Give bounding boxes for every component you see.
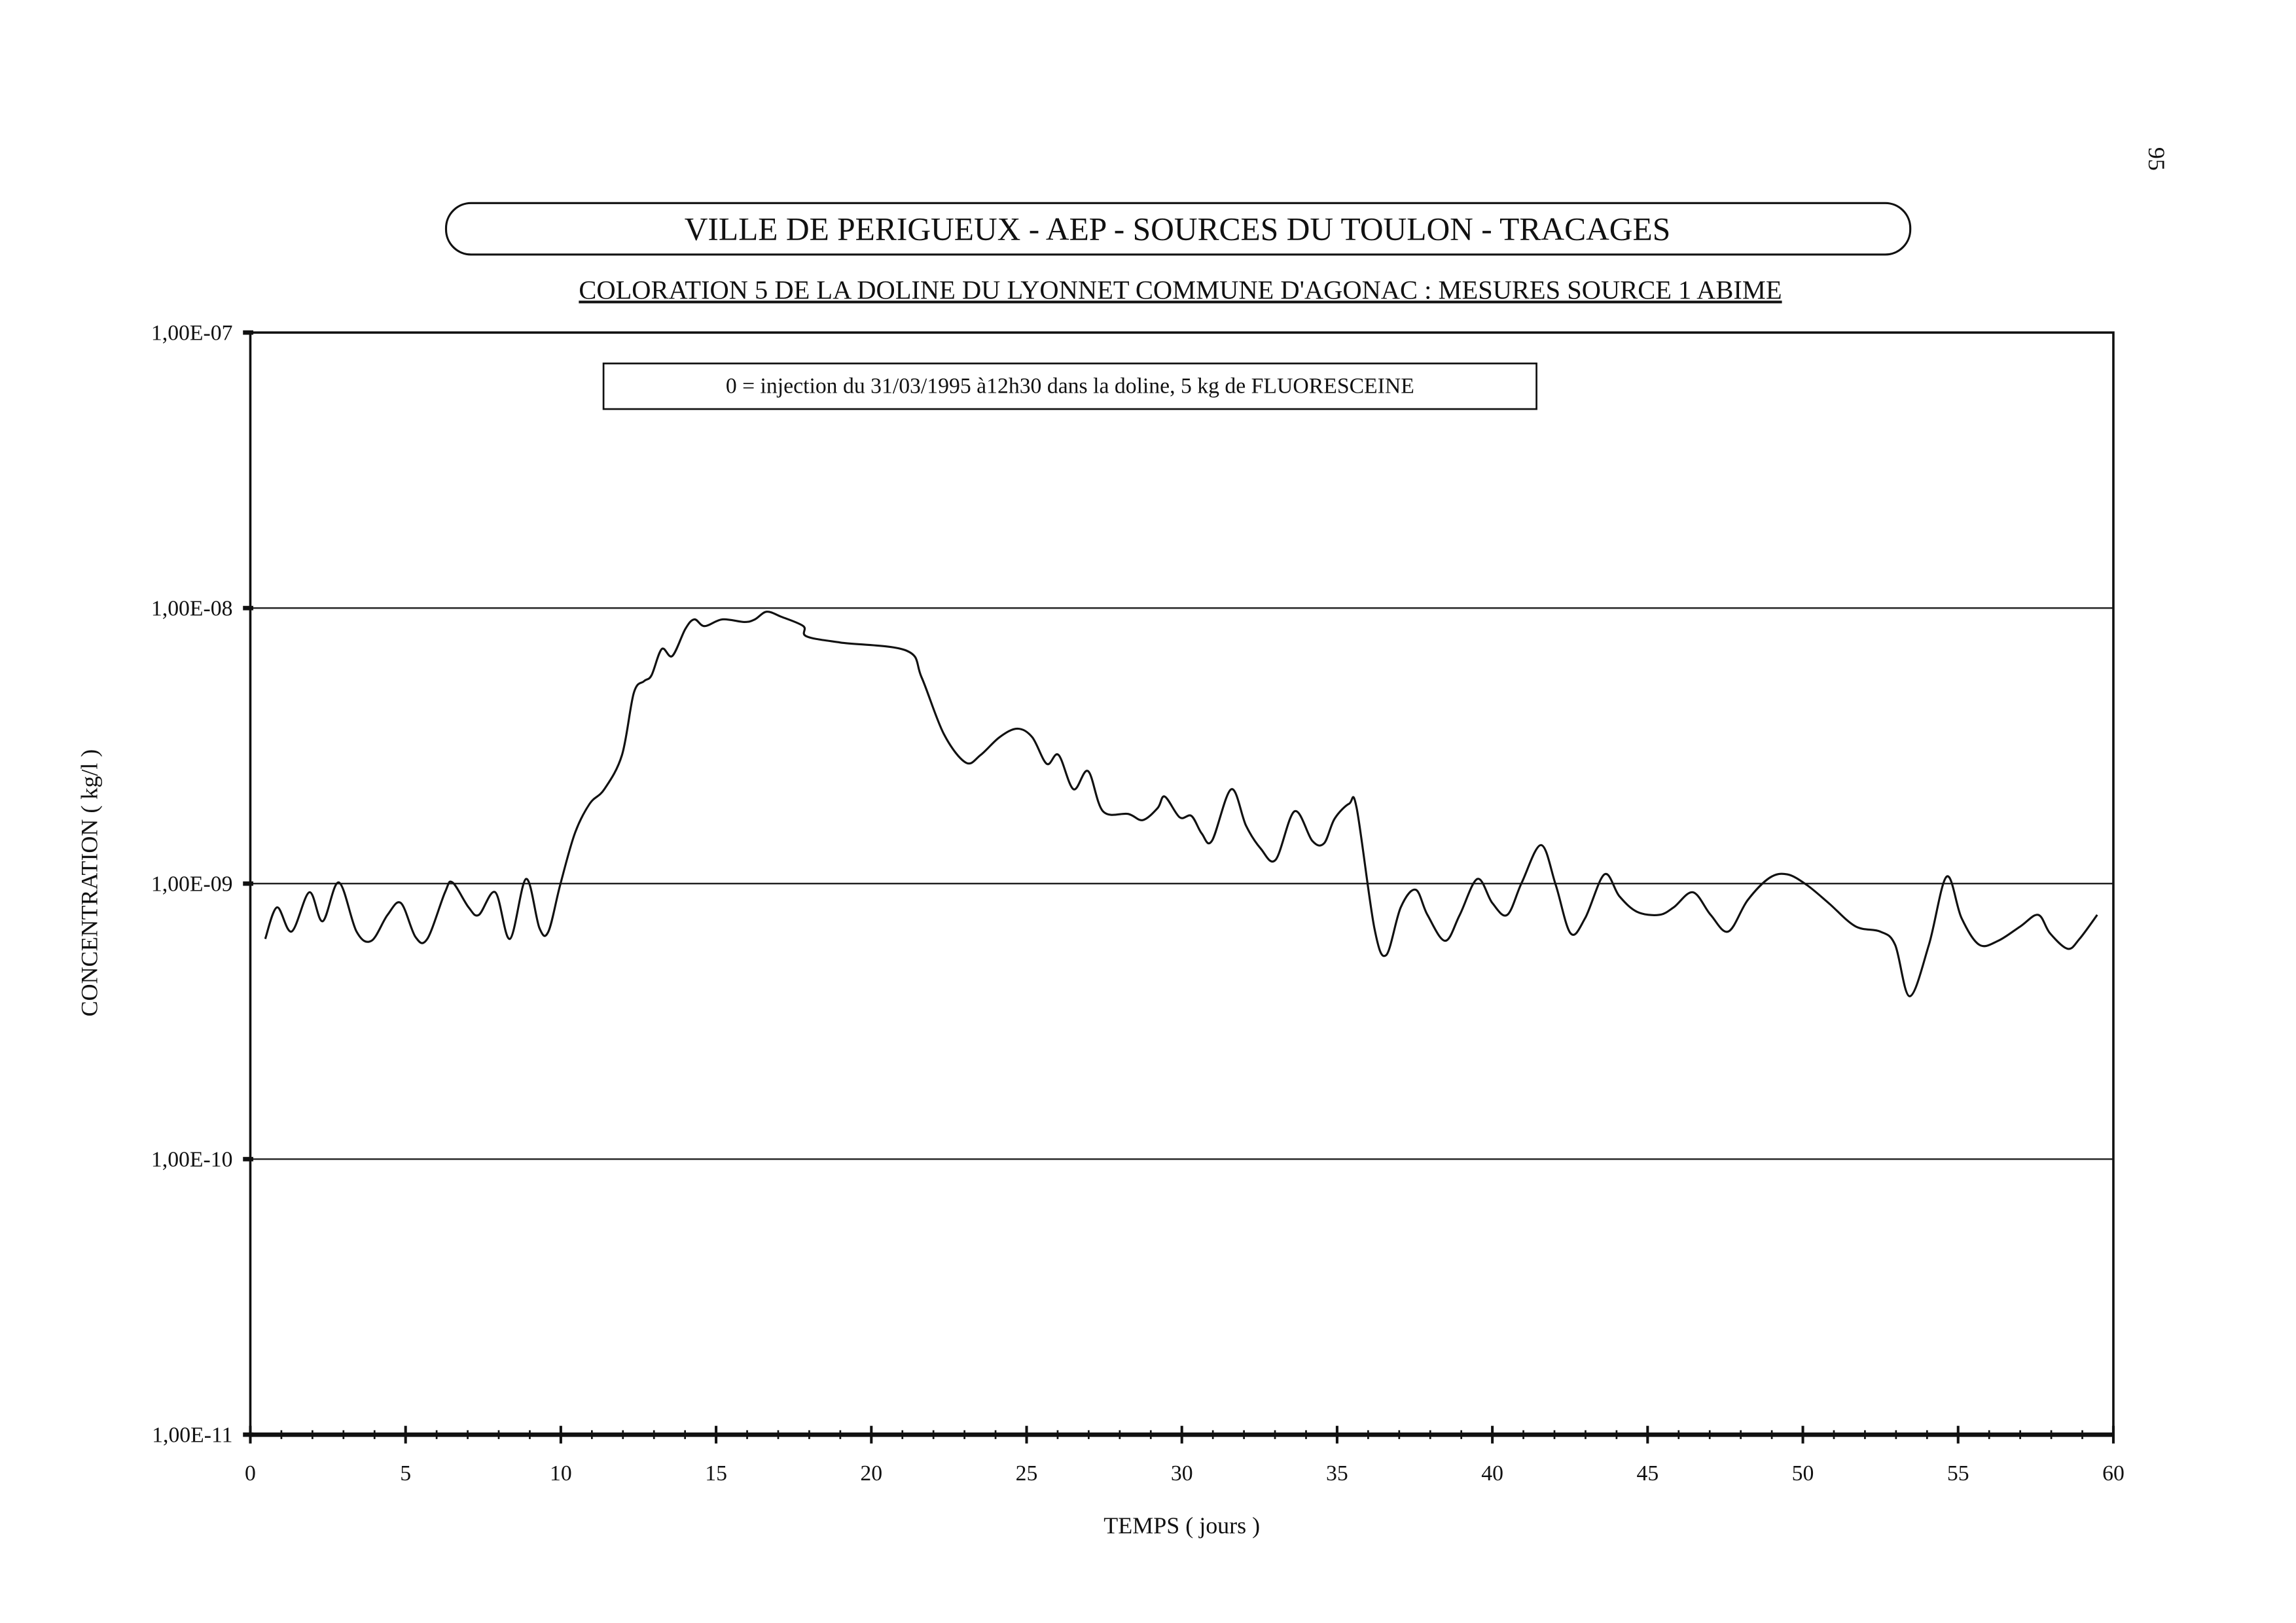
chart-title: VILLE DE PERIGUEUX - AEP - SOURCES DU TO… [685,211,1671,247]
series-group [264,611,2098,997]
y-tick-label: 1,00E-08 [151,596,233,620]
x-tick-label: 10 [550,1461,572,1486]
x-tick-label: 50 [1792,1461,1814,1486]
title-box [444,202,1912,256]
x-tick-label: 40 [1481,1461,1503,1486]
y-tick-label: 1,00E-11 [152,1423,232,1447]
series-line [264,611,2098,997]
x-tick-label: 0 [245,1461,256,1486]
x-tick-label: 55 [1947,1461,1969,1486]
x-axis: 0 5 10 15 20 25 30 35 40 45 50 55 60 [245,1425,2125,1486]
y-tick-label: 1,00E-09 [151,872,233,896]
x-tick-label: 25 [1016,1461,1038,1486]
x-tick-label: 30 [1171,1461,1193,1486]
x-tick-label: 60 [2102,1461,2125,1486]
x-tick-label: 45 [1636,1461,1659,1486]
x-axis-label: TEMPS ( jours ) [1103,1512,1260,1539]
chart-subtitle: COLORATION 5 DE LA DOLINE DU LYONNET COM… [579,275,1782,304]
x-tick-label: 5 [400,1461,411,1486]
x-tick-label: 35 [1326,1461,1348,1486]
x-tick-label: 20 [860,1461,882,1486]
y-axis-label: CONCENTRATION ( kg/l ) [77,749,103,1017]
x-tick-label: 15 [705,1461,727,1486]
y-tick-label: 1,00E-10 [151,1147,233,1171]
y-axis: 1,00E-07 1,00E-08 1,00E-09 1,00E-10 1,00E-11 [151,321,253,1447]
y-tick-label: 1,00E-07 [151,321,233,345]
annotation-text: 0 = injection du 31/03/1995 à12h30 dans … [726,374,1414,398]
annotation-box [602,363,1537,410]
page-number: 95 [2144,147,2170,171]
